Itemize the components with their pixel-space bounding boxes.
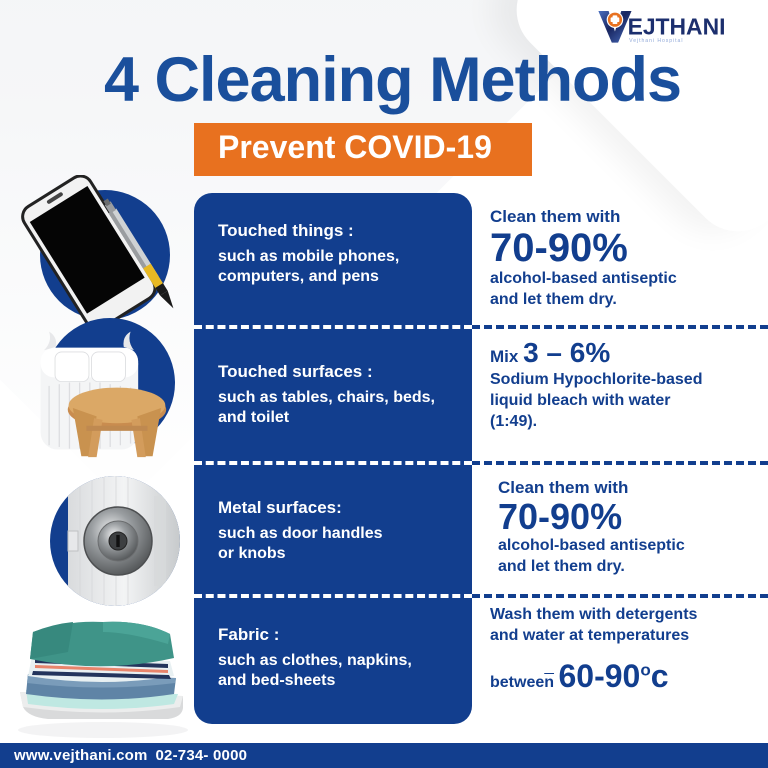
svg-text:Vejthani Hospital: Vejthani Hospital [629,38,683,44]
svg-text:EJTHANI: EJTHANI [628,14,726,40]
